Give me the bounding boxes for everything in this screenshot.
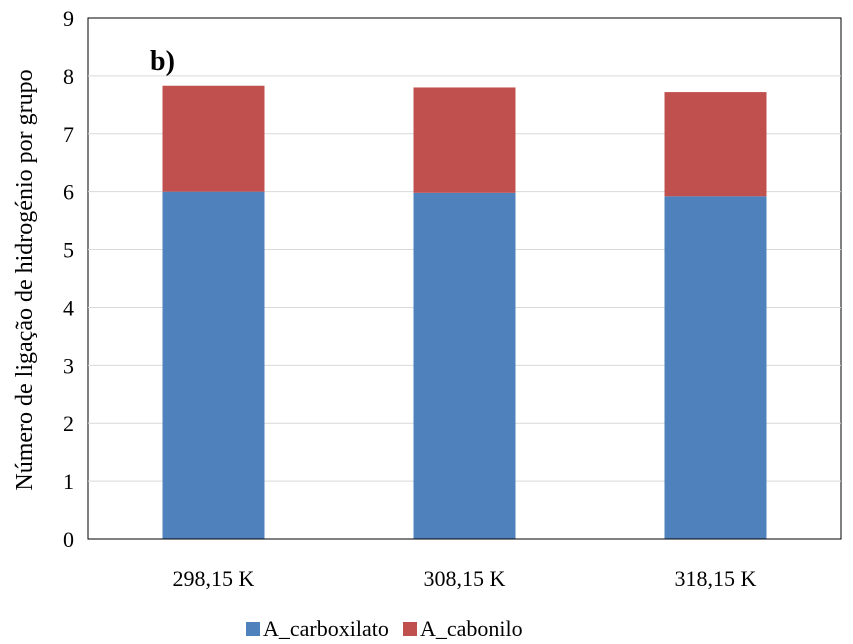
bar-a-cabonilo-1 (162, 85, 265, 192)
x-tick-label: 318,15 K (675, 566, 757, 591)
bar-a-carboxilato-1 (162, 191, 265, 539)
y-tick-label: 2 (63, 411, 74, 436)
legend: A_carboxilato A_cabonilo (246, 616, 523, 641)
y-tick-label: 4 (63, 295, 74, 320)
y-tick-label: 3 (63, 353, 74, 378)
y-tick-label: 1 (63, 469, 74, 494)
y-tick-label: 8 (63, 64, 74, 89)
y-axis-title: Número de ligação de hidrogénio por grup… (12, 69, 38, 490)
x-tick-label: 308,15 K (424, 566, 506, 591)
bar-a-cabonilo-2 (413, 87, 516, 193)
y-tick-label: 9 (63, 6, 74, 31)
panel-label: b) (150, 46, 175, 77)
legend-label: A_cabonilo (420, 616, 523, 641)
legend-swatch-a-carboxilato (246, 622, 260, 636)
legend-swatch-a-cabonilo (403, 622, 417, 636)
bar-a-carboxilato-3 (664, 196, 767, 539)
y-tick-label: 5 (63, 238, 74, 263)
y-axis-ticks: 0 1 2 3 4 5 6 7 8 9 (63, 6, 74, 552)
y-tick-label: 0 (63, 527, 74, 552)
bar-a-carboxilato-2 (413, 192, 516, 539)
x-tick-label: 298,15 K (173, 566, 255, 591)
y-tick-label: 7 (63, 122, 74, 147)
bar-a-cabonilo-3 (664, 92, 767, 197)
y-tick-label: 6 (63, 180, 74, 205)
x-axis-ticks: 298,15 K 308,15 K 318,15 K (173, 566, 757, 591)
bars (162, 85, 767, 539)
legend-label: A_carboxilato (263, 616, 389, 641)
